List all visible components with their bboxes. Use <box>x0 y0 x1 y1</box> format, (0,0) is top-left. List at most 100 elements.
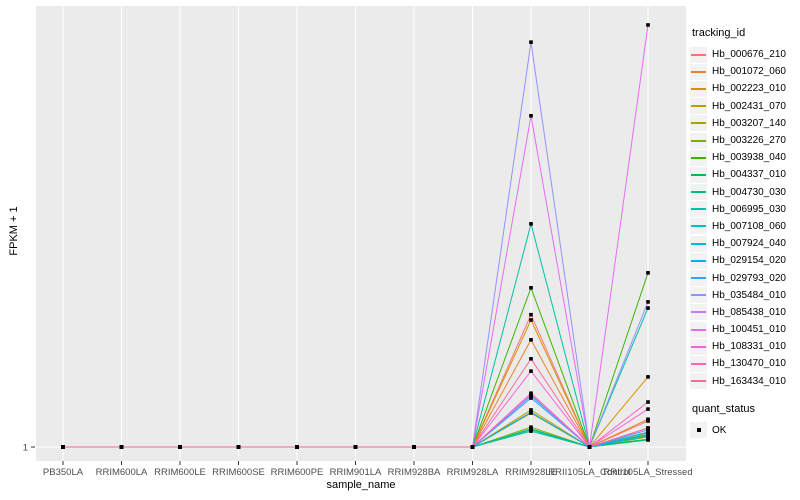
data-point <box>529 312 533 317</box>
legend-key-swatch <box>690 235 707 252</box>
x-axis-title: sample_name <box>326 479 396 491</box>
legend-line-icon <box>691 70 706 73</box>
data-point <box>646 23 650 27</box>
legend-key-swatch <box>690 321 707 338</box>
legend-item-Hb_000676_210: Hb_000676_210 <box>690 46 800 63</box>
legend-line-icon <box>691 173 706 176</box>
x-tick-label: RRIM928BA <box>388 467 441 478</box>
legend-item-Hb_003207_140: Hb_003207_140 <box>690 115 800 132</box>
legend-item-quant-ok: OK <box>690 422 800 439</box>
data-point <box>587 445 592 449</box>
data-point <box>529 285 533 290</box>
legend-line-icon <box>691 53 706 56</box>
legend-key-swatch <box>690 338 707 355</box>
legend-square-point-icon <box>696 428 701 433</box>
legend-key-swatch <box>690 304 707 321</box>
legend-items-quant-status: OK <box>690 422 800 439</box>
legend-item-label: OK <box>712 424 727 436</box>
legend-item-label: Hb_029793_020 <box>712 272 786 284</box>
legend-key-swatch <box>690 201 707 218</box>
legend-item-Hb_004730_030: Hb_004730_030 <box>690 184 800 201</box>
data-point <box>529 114 533 118</box>
legend-item-Hb_100451_010: Hb_100451_010 <box>690 321 800 338</box>
data-point <box>470 445 475 449</box>
legend-key-swatch <box>690 270 707 287</box>
axis-ticks <box>31 446 649 465</box>
data-point <box>529 391 533 395</box>
data-point <box>529 428 533 432</box>
data-point <box>529 396 533 400</box>
legend-line-icon <box>691 87 706 90</box>
legend-key-swatch <box>690 63 707 80</box>
legend-item-label: Hb_029154_020 <box>712 255 786 267</box>
x-tick-label: RRIM901LA <box>330 467 382 478</box>
data-point <box>236 445 241 449</box>
data-point <box>529 410 533 414</box>
data-point <box>646 306 650 310</box>
legend-item-label: Hb_007924_040 <box>712 238 786 250</box>
data-point <box>178 445 182 449</box>
x-tick-label: RRIM600LE <box>154 467 206 478</box>
legend-line-icon <box>691 362 706 365</box>
legend-item-label: Hb_108331_010 <box>712 341 786 353</box>
data-point <box>646 432 650 437</box>
legend-item-label: Hb_100451_010 <box>712 324 786 336</box>
legend-title-tracking-id: tracking_id <box>692 27 746 39</box>
legend-item-Hb_002431_070: Hb_002431_070 <box>690 98 800 115</box>
legend-item-Hb_003226_270: Hb_003226_270 <box>690 132 800 149</box>
legend-line-icon <box>691 122 706 125</box>
legend-item-label: Hb_163434_010 <box>712 375 786 387</box>
x-tick-label: RRIM928LE <box>505 467 557 478</box>
legend-line-icon <box>691 380 706 383</box>
legend-line-icon <box>691 345 706 348</box>
legend-item-Hb_108331_010: Hb_108331_010 <box>690 338 800 355</box>
legend-item-Hb_007108_060: Hb_007108_060 <box>690 218 800 235</box>
legend-item-Hb_004337_010: Hb_004337_010 <box>690 166 800 183</box>
legend-key-swatch <box>690 98 707 115</box>
legend-item-Hb_130470_010: Hb_130470_010 <box>690 355 800 372</box>
legend-key-swatch <box>690 80 707 97</box>
data-point <box>295 445 299 449</box>
legend-item-label: Hb_007108_060 <box>712 220 786 232</box>
legend-item-Hb_163434_010: Hb_163434_010 <box>690 373 800 390</box>
legend-line-icon <box>691 191 706 194</box>
legend-key-swatch <box>690 287 707 304</box>
x-tick-labels: PB350LA RRIM600LA RRIM600LE RRIM600SE RRIM60… <box>43 467 693 478</box>
legend-item-Hb_003938_040: Hb_003938_040 <box>690 149 800 166</box>
legend-key-swatch <box>690 422 707 439</box>
legend-line-icon <box>691 139 706 142</box>
data-point <box>646 375 650 379</box>
data-point <box>119 445 124 449</box>
legend-key-swatch <box>690 355 707 372</box>
legend-key-swatch <box>690 132 707 149</box>
data-point <box>646 426 650 430</box>
legend-key-swatch <box>690 166 707 183</box>
legend-line-icon <box>691 105 706 108</box>
legend-item-Hb_085438_010: Hb_085438_010 <box>690 304 800 321</box>
data-point <box>61 445 65 449</box>
data-point <box>412 445 416 449</box>
data-point <box>646 438 650 442</box>
data-point <box>646 407 650 411</box>
legend-item-Hb_029154_020: Hb_029154_020 <box>690 252 800 269</box>
legend-items-tracking-id: Hb_000676_210 Hb_001072_060 Hb_002223_010 H… <box>690 46 800 390</box>
legend-item-Hb_006995_030: Hb_006995_030 <box>690 201 800 218</box>
x-tick-label: RRII105LA_Stressed <box>603 467 692 478</box>
data-point <box>529 357 533 361</box>
data-point <box>529 338 533 342</box>
legend-item-label: Hb_003226_270 <box>712 135 786 147</box>
legend-item-label: Hb_085438_010 <box>712 306 786 318</box>
data-point <box>646 400 650 404</box>
legend-line-icon <box>691 311 706 314</box>
legend-key-swatch <box>690 115 707 132</box>
legend-key-swatch <box>690 218 707 235</box>
legend-line-icon <box>691 156 706 159</box>
data-point <box>529 222 533 226</box>
legend-line-icon <box>691 259 706 262</box>
x-tick-label: RRII105LA_Control <box>548 467 630 478</box>
data-point <box>646 417 650 422</box>
data-point <box>529 318 533 322</box>
legend-item-label: Hb_035484_010 <box>712 289 786 301</box>
